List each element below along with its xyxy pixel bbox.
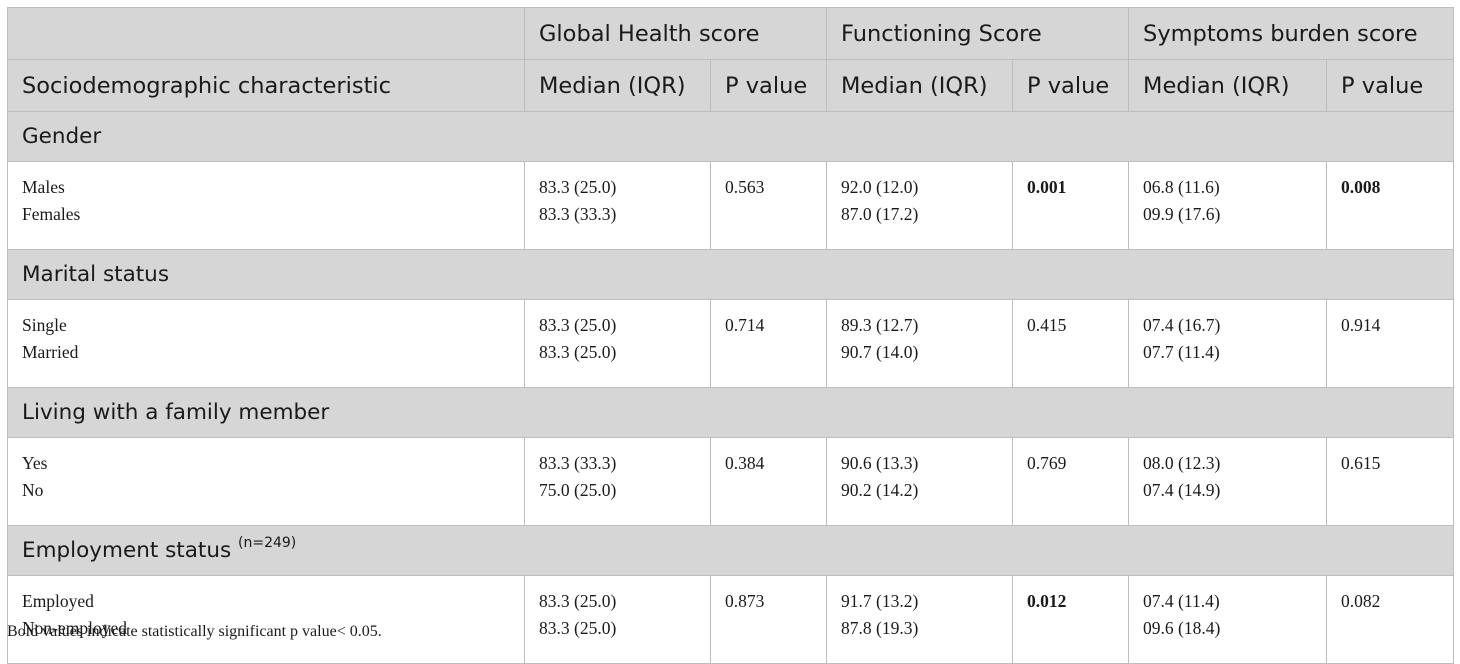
global-p-cell: 0.873	[709, 575, 828, 664]
header-sym-median: Median (IQR)	[1128, 59, 1328, 112]
func-median-cell: 91.7 (13.2) 87.8 (19.3)	[826, 575, 1014, 664]
global-median-cell: 83.3 (25.0) 83.3 (25.0)	[524, 575, 711, 664]
func-median-cell: 92.0 (12.0) 87.0 (17.2)	[826, 161, 1014, 250]
global-median-cell: 83.3 (33.3) 75.0 (25.0)	[524, 437, 711, 526]
header-functioning: Functioning Score	[826, 7, 1130, 60]
section-row-living: Living with a family member	[6, 387, 1455, 438]
row-labels: Males Females	[7, 161, 525, 250]
header-func-p: P value	[1012, 59, 1130, 112]
header-symptoms-burden: Symptoms burden score	[1128, 7, 1455, 60]
func-p-cell: 0.415	[1012, 299, 1130, 388]
func-p-cell: 0.769	[1012, 437, 1130, 526]
sym-p-cell: 0.615	[1326, 437, 1455, 526]
sym-median-cell: 08.0 (12.3) 07.4 (14.9)	[1128, 437, 1328, 526]
table-footnote: Bold values indicate statistically signi…	[7, 623, 382, 640]
func-p-cell: 0.012	[1012, 575, 1130, 664]
results-table: Global Health score Functioning Score Sy…	[6, 7, 1455, 664]
section-row-marital: Marital status	[6, 249, 1455, 300]
global-p-cell: 0.714	[709, 299, 828, 388]
header-func-median: Median (IQR)	[826, 59, 1014, 112]
section-title: Marital status	[6, 249, 1455, 300]
func-p-cell: 0.001	[1012, 161, 1130, 250]
table-row: Single Married 83.3 (25.0) 83.3 (25.0) 0…	[7, 299, 1455, 388]
row-labels: Employed Non-employed	[7, 575, 525, 664]
table-row: Yes No 83.3 (33.3) 75.0 (25.0) 0.384 90.…	[7, 437, 1455, 526]
row-labels: Single Married	[7, 299, 525, 388]
sym-median-cell: 06.8 (11.6) 09.9 (17.6)	[1128, 161, 1328, 250]
sym-median-cell: 07.4 (11.4) 09.6 (18.4)	[1128, 575, 1328, 664]
global-median-cell: 83.3 (25.0) 83.3 (33.3)	[524, 161, 711, 250]
table-row: Employed Non-employed 83.3 (25.0) 83.3 (…	[7, 575, 1455, 664]
header-global-p: P value	[709, 59, 828, 112]
section-row-gender: Gender	[6, 111, 1455, 162]
section-title: Living with a family member	[6, 387, 1455, 438]
header-sym-p: P value	[1326, 59, 1455, 112]
sym-p-cell: 0.914	[1326, 299, 1455, 388]
header-characteristic: Sociodemographic characteristic	[7, 59, 525, 112]
sym-median-cell: 07.4 (16.7) 07.7 (11.4)	[1128, 299, 1328, 388]
table-row: Males Females 83.3 (25.0) 83.3 (33.3) 0.…	[7, 161, 1455, 250]
sym-p-cell: 0.082	[1326, 575, 1455, 664]
section-title: Gender	[6, 111, 1455, 162]
func-median-cell: 90.6 (13.3) 90.2 (14.2)	[826, 437, 1014, 526]
header-sub-row: Sociodemographic characteristic Median (…	[7, 59, 1455, 112]
row-labels: Yes No	[7, 437, 525, 526]
section-title: Employment status (n=249)	[6, 525, 1455, 576]
func-median-cell: 89.3 (12.7) 90.7 (14.0)	[826, 299, 1014, 388]
global-median-cell: 83.3 (25.0) 83.3 (25.0)	[524, 299, 711, 388]
sample-size-note: (n=249)	[238, 535, 297, 552]
header-global-median: Median (IQR)	[524, 59, 711, 112]
sym-p-cell: 0.008	[1326, 161, 1455, 250]
header-global-health: Global Health score	[523, 7, 828, 60]
global-p-cell: 0.384	[709, 437, 828, 526]
global-p-cell: 0.563	[709, 161, 828, 250]
header-blank-cell	[7, 7, 525, 60]
section-row-employment: Employment status (n=249)	[6, 525, 1455, 576]
header-group-row: Global Health score Functioning Score Sy…	[7, 7, 1455, 60]
